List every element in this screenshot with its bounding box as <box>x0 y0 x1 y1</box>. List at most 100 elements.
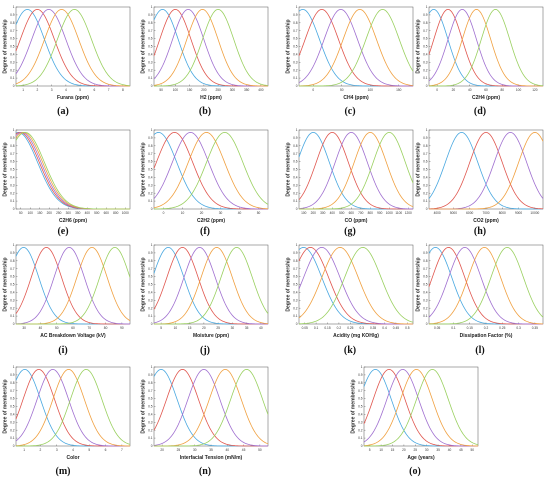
membership-curve-5 <box>298 246 414 325</box>
x-tick-label: 0.3 <box>516 326 521 330</box>
x-tick-label: 0.05 <box>434 326 440 330</box>
membership-curve-4 <box>15 8 130 87</box>
x-tick-label: 120 <box>532 88 538 92</box>
y-tick-label: 0.3 <box>10 420 15 424</box>
panel-caption: (d) <box>473 106 487 117</box>
x-tick-label: 0.25 <box>347 326 353 330</box>
plot-area <box>153 244 269 325</box>
x-tick-label: 150 <box>187 88 193 92</box>
y-tick-label: 1 <box>151 365 153 369</box>
x-tick-label: 7000 <box>482 211 489 215</box>
y-tick-label: 1 <box>13 243 15 247</box>
x-tick-label: 0.2 <box>484 326 489 330</box>
y-tick-label: 1 <box>13 365 15 369</box>
y-axis-label: Degree of membership <box>3 19 9 73</box>
x-tick-label: 9000 <box>515 211 522 215</box>
x-tick-label: 100 <box>28 211 34 215</box>
y-tick-label: 0.6 <box>148 160 153 164</box>
y-tick-label: 0 <box>151 84 153 88</box>
chart-j: 00.10.20.30.40.50.60.70.80.915 10 15 20 25 30… <box>141 243 269 339</box>
y-axis-label: Degree of membership <box>286 257 292 311</box>
y-tick-label: 0 <box>426 84 428 88</box>
y-tick-label: 0.3 <box>10 298 15 302</box>
y-tick-label: 0.8 <box>10 259 15 263</box>
x-tick-label: 100 <box>173 88 179 92</box>
x-tick-label: 0.25 <box>499 326 505 330</box>
y-tick-label: 0.8 <box>423 21 428 25</box>
y-tick-label: 0.2 <box>148 68 153 72</box>
membership-curve-4 <box>429 132 544 210</box>
x-tick-label: 8 <box>122 88 124 92</box>
x-tick-label: 15 <box>391 448 395 452</box>
membership-curve-2 <box>298 8 413 87</box>
x-tick-label: 25 <box>216 326 220 330</box>
chart-panel-f: 0 0.1 0.2 0.3 0.4 0.5 0.6 0.7 0.8 0.9 1 0 10 20 30 40 50… <box>140 125 272 225</box>
y-tick-label: 0 <box>151 207 153 211</box>
y-tick-label: 1 <box>296 5 298 9</box>
x-tick-label: 5 <box>88 448 90 452</box>
y-tick-label: 0 <box>13 207 15 211</box>
y-tick-label: 0.6 <box>148 37 153 41</box>
panel-caption: (e) <box>57 226 69 237</box>
x-tick-label: 400 <box>258 88 264 92</box>
plot-area <box>153 366 269 447</box>
plot-area <box>428 244 544 325</box>
y-tick-label: 0 <box>426 322 428 326</box>
y-tick-label: 1 <box>151 128 153 132</box>
y-axis-label: Degree of membership <box>3 257 9 311</box>
panel-caption: (l) <box>475 345 485 356</box>
x-tick-label: 90 <box>120 326 124 330</box>
y-tick-label: 0.2 <box>358 428 363 432</box>
membership-curve-5 <box>299 131 414 210</box>
y-tick-label: 1 <box>296 128 298 132</box>
x-tick-label: 40 <box>448 448 452 452</box>
y-tick-label: 0.7 <box>293 29 298 33</box>
x-tick-label: 30 <box>22 326 26 330</box>
y-tick-label: 0.1 <box>10 76 15 80</box>
x-axis-label: Acidity (mg KOH/g) <box>333 333 379 339</box>
panel-caption: (c) <box>344 106 356 117</box>
y-tick-label: 0.7 <box>148 389 153 393</box>
membership-curve-3 <box>15 368 130 447</box>
y-tick-label: 0 <box>296 207 298 211</box>
x-tick-label: 70 <box>88 326 92 330</box>
x-tick-label: 45 <box>242 448 246 452</box>
y-tick-label: 0.6 <box>423 160 428 164</box>
x-tick-label: 350 <box>75 211 81 215</box>
x-tick-label: 40 <box>39 326 43 330</box>
x-tick-label: 100 <box>516 88 522 92</box>
y-tick-label: 0.9 <box>423 13 428 17</box>
x-tick-label: 0.1 <box>451 326 456 330</box>
x-tick-label: 35 <box>436 448 440 452</box>
y-tick-label: 0.2 <box>10 68 15 72</box>
y-tick-label: 0.1 <box>10 436 15 440</box>
y-tick-label: 0.5 <box>293 283 298 287</box>
plot-area <box>15 6 131 87</box>
y-tick-label: 0 <box>296 84 298 88</box>
y-tick-label: 0.4 <box>293 291 298 295</box>
y-tick-label: 0 <box>151 444 153 448</box>
x-tick-label: 400 <box>330 211 336 215</box>
y-tick-label: 0 <box>361 444 363 448</box>
plot-area <box>428 129 544 210</box>
membership-curve-2 <box>153 247 268 325</box>
y-tick-label: 0.9 <box>10 251 15 255</box>
x-tick-label: 500 <box>94 211 100 215</box>
x-tick-label: 0.5 <box>405 326 410 330</box>
y-tick-label: 0.2 <box>423 191 428 195</box>
y-tick-label: 0.2 <box>293 68 298 72</box>
y-tick-label: 0.2 <box>148 428 153 432</box>
x-tick-label: 6 <box>93 88 95 92</box>
x-tick-label: 900 <box>377 211 383 215</box>
chart-panel-j: 0 0.1 0.2 0.3 0.4 0.5 0.6 0.7 0.8 0.9 1 5 10 15 20 25 30… <box>140 240 272 340</box>
y-tick-label: 0.1 <box>423 199 428 203</box>
x-tick-label: 25 <box>414 448 418 452</box>
y-tick-label: 0.9 <box>423 251 428 255</box>
x-tick-label: 10 <box>181 211 185 215</box>
y-axis-label: Degree of membership <box>286 142 292 196</box>
plot-area <box>15 244 131 325</box>
x-tick-label: 15 <box>188 326 192 330</box>
x-tick-label: 20 <box>452 88 456 92</box>
x-tick-label: 80 <box>501 88 505 92</box>
x-tick-label: 20 <box>160 448 164 452</box>
